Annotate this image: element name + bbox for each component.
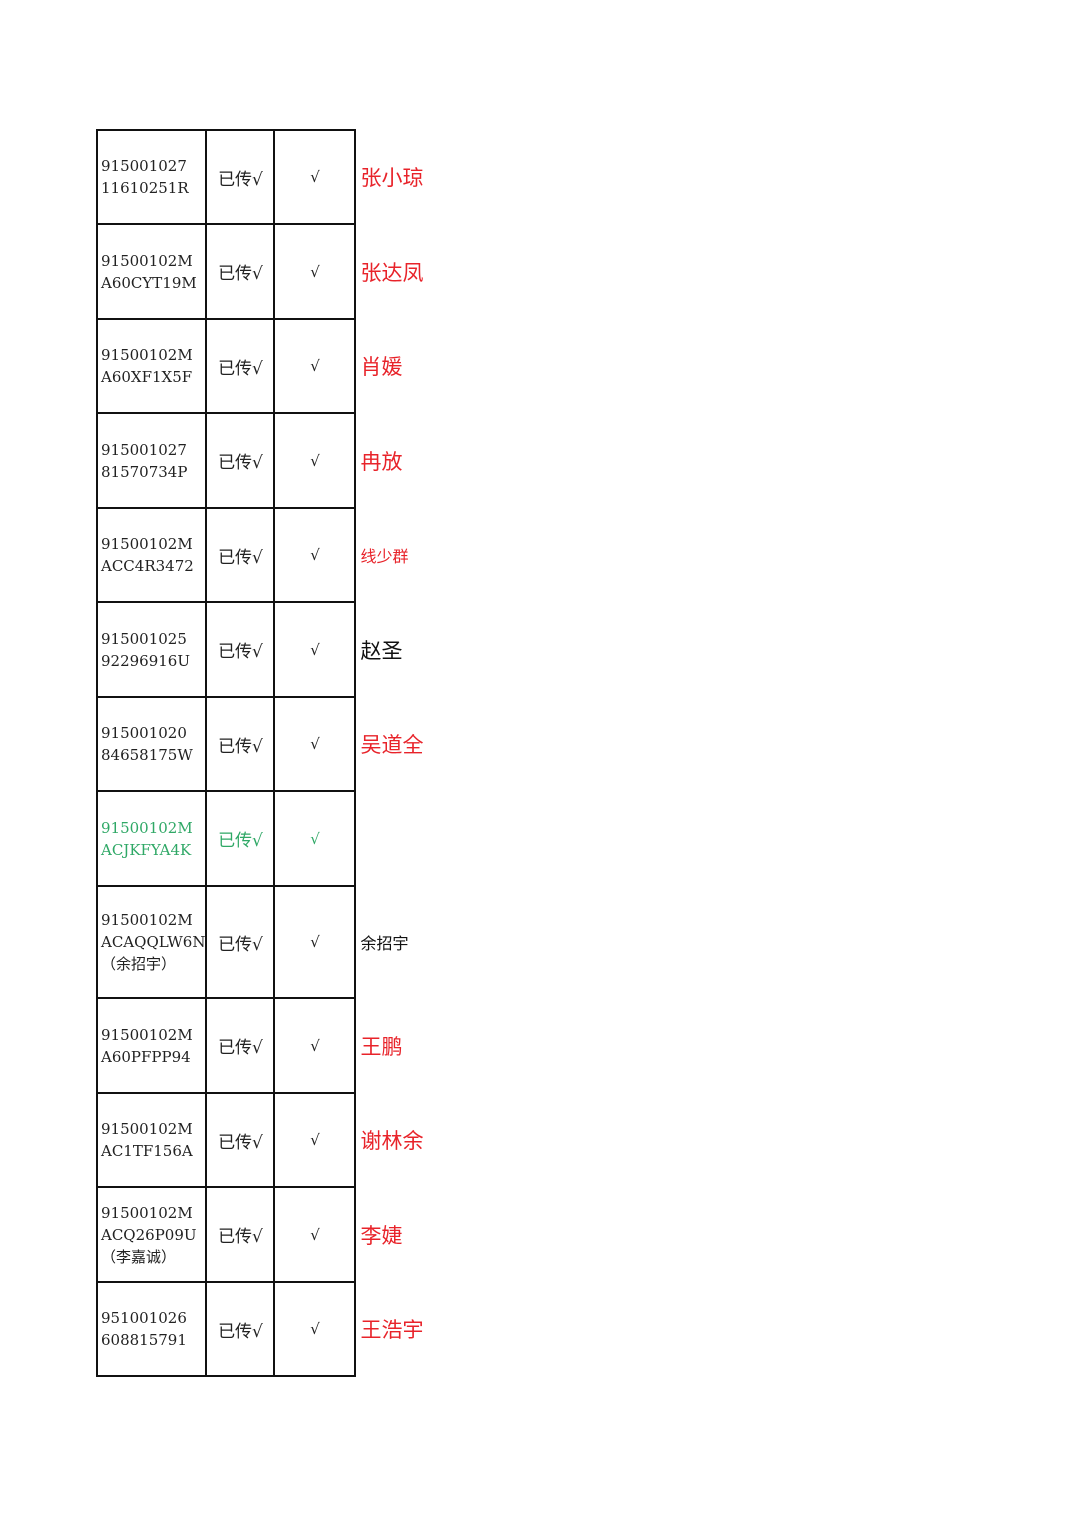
check-cell[interactable]: √ (273, 997, 357, 1094)
upload-status-cell[interactable]: 已传√ (205, 507, 276, 603)
name-cell[interactable]: 张小琼 (360, 166, 424, 190)
name-cell[interactable]: 王鹏 (360, 1034, 403, 1059)
check-cell[interactable]: √ (273, 1092, 357, 1188)
table-row: 91500102M ACAQQLW6N （余招宇） 已传√ √ 余招宇 (95, 885, 561, 999)
spreadsheet: 915001027 11610251R 已传√ √ 张小琼 91500102M A60C… (95, 129, 562, 1377)
credit-code-cell[interactable]: 915001020 84658175W (95, 696, 208, 792)
name-cell[interactable]: 冉放 (360, 449, 403, 474)
upload-status-cell[interactable]: 已传√ (205, 790, 276, 887)
credit-code-cell[interactable]: 915001027 11610251R (95, 129, 208, 225)
check-cell[interactable]: √ (273, 696, 357, 792)
table-row: 91500102M ACJKFYA4K 已传√ √ (95, 790, 561, 887)
table-row: 91500102M A60PFPP94 已传√ √ 王鹏 (95, 997, 561, 1094)
credit-code-cell[interactable]: 91500102M ACQ26P09U （李嘉诚） (95, 1186, 208, 1283)
name-cell[interactable]: 王浩宇 (360, 1318, 424, 1342)
check-cell[interactable]: √ (273, 1186, 357, 1283)
credit-code-cell[interactable]: 951001026 608815791 (95, 1281, 208, 1377)
table-row: 91500102M A60CYT19M 已传√ √ 张达凤 (95, 223, 561, 320)
name-cell[interactable]: 赵圣 (360, 638, 403, 663)
check-cell[interactable]: √ (273, 790, 357, 887)
table-row: 915001025 92296916U 已传√ √ 赵圣 (95, 601, 561, 698)
check-cell[interactable]: √ (273, 318, 357, 414)
check-cell[interactable]: √ (273, 885, 357, 999)
table-row: 915001020 84658175W 已传√ √ 吴道全 (95, 696, 561, 792)
upload-status-cell[interactable]: 已传√ (205, 129, 276, 225)
check-cell[interactable]: √ (273, 129, 357, 225)
table-row: 91500102M AC1TF156A 已传√ √ 谢林余 (95, 1092, 561, 1188)
upload-status-cell[interactable]: 已传√ (205, 696, 276, 792)
upload-status-table: 915001027 11610251R 已传√ √ 张小琼 91500102M A60C… (95, 129, 562, 1377)
credit-code-cell[interactable]: 91500102M ACAQQLW6N （余招宇） (95, 885, 208, 999)
table-row: 915001027 81570734P 已传√ √ 冉放 (95, 412, 561, 509)
credit-code-cell[interactable]: 915001027 81570734P (95, 412, 208, 509)
upload-status-cell[interactable]: 已传√ (205, 318, 276, 414)
credit-code-cell[interactable]: 91500102M A60PFPP94 (95, 997, 208, 1094)
credit-code-cell[interactable]: 91500102M AC1TF156A (95, 1092, 208, 1188)
name-cell[interactable]: 张达凤 (360, 260, 424, 285)
credit-code-cell[interactable]: 91500102M A60CYT19M (95, 223, 208, 320)
check-cell[interactable]: √ (273, 412, 357, 509)
name-cell[interactable]: 余招宇 (360, 934, 409, 953)
name-cell[interactable]: 肖媛 (360, 355, 403, 379)
credit-code-cell[interactable]: 915001025 92296916U (95, 601, 208, 698)
check-cell[interactable]: √ (273, 601, 357, 698)
table-row: 91500102M A60XF1X5F 已传√ √ 肖媛 (95, 318, 561, 414)
upload-status-cell[interactable]: 已传√ (205, 412, 276, 509)
name-cell[interactable]: 谢林余 (360, 1129, 424, 1153)
check-cell[interactable]: √ (273, 507, 357, 603)
name-cell[interactable]: 线少群 (360, 547, 409, 566)
table-row: 915001027 11610251R 已传√ √ 张小琼 (95, 129, 561, 225)
upload-status-cell[interactable]: 已传√ (205, 601, 276, 698)
credit-code-cell[interactable]: 91500102M A60XF1X5F (95, 318, 208, 414)
upload-status-cell[interactable]: 已传√ (205, 223, 276, 320)
upload-status-cell[interactable]: 已传√ (205, 1092, 276, 1188)
credit-code-cell[interactable]: 91500102M ACC4R3472 (95, 507, 208, 603)
name-cell[interactable]: 吴道全 (360, 733, 424, 757)
table-row: 951001026 608815791 已传√ √ 王浩宇 (95, 1281, 561, 1377)
upload-status-cell[interactable]: 已传√ (205, 885, 276, 999)
check-cell[interactable]: √ (273, 1281, 357, 1377)
table-row: 91500102M ACC4R3472 已传√ √ 线少群 (95, 507, 561, 603)
upload-status-cell[interactable]: 已传√ (205, 1281, 276, 1377)
name-cell[interactable]: 李婕 (360, 1223, 403, 1248)
table-body: 915001027 11610251R 已传√ √ 张小琼 91500102M A60C… (95, 129, 561, 1377)
check-cell[interactable]: √ (273, 223, 357, 320)
upload-status-cell[interactable]: 已传√ (205, 997, 276, 1094)
name-cell[interactable] (355, 791, 561, 886)
table-row: 91500102M ACQ26P09U （李嘉诚） 已传√ √ 李婕 (95, 1186, 561, 1283)
credit-code-cell[interactable]: 91500102M ACJKFYA4K (95, 790, 208, 887)
upload-status-cell[interactable]: 已传√ (205, 1186, 276, 1283)
